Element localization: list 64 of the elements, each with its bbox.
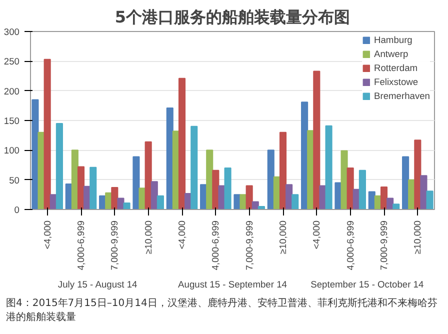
bar <box>392 204 400 210</box>
bar <box>178 78 186 210</box>
bar <box>123 202 130 210</box>
bar <box>292 194 299 210</box>
bar <box>286 184 293 210</box>
x-tick-label: 7,000-9,999 <box>244 220 254 270</box>
y-tick-label: 200 <box>4 86 20 96</box>
y-tick-label: 300 <box>4 27 20 37</box>
bar <box>386 198 394 210</box>
bar <box>144 141 152 210</box>
bar <box>44 58 51 210</box>
bar <box>90 166 97 210</box>
text: July 15 - August 14 <box>58 280 138 290</box>
x-tick-label: <4,000 <box>42 220 52 250</box>
bar <box>358 170 366 210</box>
legend-label: Rotterdam <box>374 63 418 73</box>
x-tick-label: <4,000 <box>312 220 322 250</box>
y-tick-label: 100 <box>4 146 20 156</box>
bar <box>313 70 320 210</box>
bar <box>218 185 226 210</box>
bar <box>420 175 428 210</box>
y-tick-label: 0 <box>14 205 20 215</box>
bar <box>279 132 287 210</box>
bar <box>117 198 124 210</box>
bar <box>346 167 354 210</box>
y-tick-label: 150 <box>4 116 20 126</box>
x-tick-label: <4,000 <box>177 220 187 250</box>
bar <box>240 194 247 210</box>
bar <box>156 195 164 210</box>
text: August 15 - September 14 <box>178 280 287 290</box>
x-tick-label: 4,000-6,999 <box>210 220 221 270</box>
bar <box>138 188 146 210</box>
y-tick-label: 250 <box>4 56 20 67</box>
bar <box>56 122 63 210</box>
bar <box>340 150 348 210</box>
legend-label: Bremerhaven <box>374 91 430 101</box>
bar <box>319 185 326 210</box>
bar <box>38 132 45 210</box>
bar <box>77 166 85 210</box>
bar <box>150 181 158 210</box>
bar <box>414 140 422 210</box>
legend-label: Hamburg <box>374 35 412 45</box>
text: September 15 - October 14 <box>310 280 424 290</box>
bar <box>402 156 410 210</box>
bar <box>426 190 434 210</box>
bar <box>111 187 118 210</box>
bar <box>246 185 253 210</box>
bar <box>224 167 232 210</box>
x-tick-label: 7,000-9,999 <box>110 220 120 270</box>
chart-title: 5个港口服务的船舶装载量分布图 <box>114 8 350 26</box>
caption: 图4：2015年7月15日–10月14日，汉堡港、鹿特丹港、安特卫普港、菲利克斯托港和不来梅哈芬港的船舶装载量 <box>6 297 438 325</box>
legend-label: Felixstowe <box>374 77 418 87</box>
bar <box>190 126 198 210</box>
bar <box>267 150 274 210</box>
legend-label: Antwerp <box>374 49 408 59</box>
bar <box>325 125 332 210</box>
x-tick-label: ≥10,000 <box>278 220 288 254</box>
bar <box>132 156 140 210</box>
x-tick-label: 4,000-6,999 <box>76 220 86 270</box>
x-tick-label: 4,000-6,999 <box>345 220 356 270</box>
x-tick-label: ≥10,000 <box>143 220 154 254</box>
y-tick-label: 50 <box>9 175 20 186</box>
x-tick-label: ≥10,000 <box>412 220 423 254</box>
x-tick-label: 7,000-9,999 <box>379 220 389 270</box>
